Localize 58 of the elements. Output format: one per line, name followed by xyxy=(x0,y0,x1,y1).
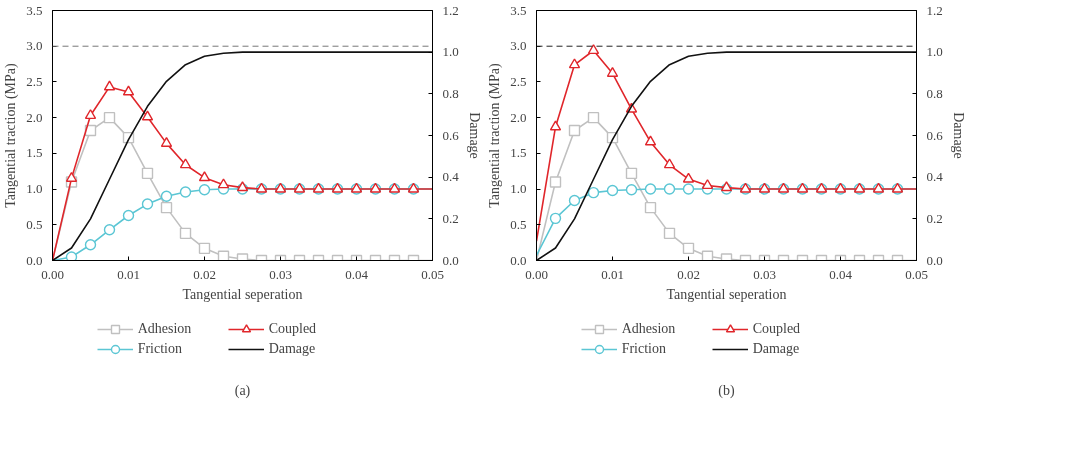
x-tick-label: 0.03 xyxy=(269,266,292,282)
legend-label: Damage xyxy=(752,341,801,357)
x-tick-label: 0.05 xyxy=(905,266,928,282)
legend-label: Friction xyxy=(137,341,183,357)
y-tick-label: 0.0 xyxy=(510,252,527,268)
y-tick-label: 2.5 xyxy=(510,73,527,89)
y2-tick-label: 0.8 xyxy=(442,85,459,101)
legend-label: Adhesion xyxy=(621,321,677,337)
y-tick-label: 3.5 xyxy=(26,2,43,18)
y-tick-label: 1.0 xyxy=(510,181,527,197)
y2-tick-label: 0.0 xyxy=(926,252,943,268)
x-tick-label: 0.03 xyxy=(753,266,776,282)
legend-label: Adhesion xyxy=(137,321,193,337)
y2-tick-label: 1.0 xyxy=(442,44,459,60)
legend-label: Coupled xyxy=(268,321,318,337)
y-tick-label: 2.0 xyxy=(510,109,527,125)
x-tick-label: 0.02 xyxy=(677,266,700,282)
legend-label: Damage xyxy=(268,341,317,357)
x-tick-label: 0.00 xyxy=(41,266,64,282)
x-tick-label: 0.00 xyxy=(525,266,548,282)
y-tick-label: 1.5 xyxy=(26,145,43,161)
y2-tick-label: 0.6 xyxy=(442,127,460,143)
x-axis-title: Tangential seperation xyxy=(182,286,303,302)
legend-label: Coupled xyxy=(752,321,802,337)
y-axis-title: Tangential traction (MPa) xyxy=(3,62,20,208)
y-tick-label: 0.5 xyxy=(26,216,43,232)
y2-tick-label: 1.2 xyxy=(926,2,943,18)
y-tick-label: 3.5 xyxy=(510,2,527,18)
y-tick-label: 1.5 xyxy=(510,145,527,161)
y-tick-label: 0.0 xyxy=(26,252,43,268)
x-tick-label: 0.02 xyxy=(193,266,216,282)
y2-tick-label: 0.2 xyxy=(926,210,943,226)
y2-tick-label: 1.2 xyxy=(442,2,459,18)
y2-axis-title: Damage xyxy=(950,112,966,159)
y2-tick-label: 0.8 xyxy=(926,85,943,101)
y-tick-label: 1.0 xyxy=(26,181,43,197)
y2-tick-label: 0.2 xyxy=(442,210,459,226)
y2-axis-title: Damage xyxy=(466,112,482,159)
x-axis-title: Tangential seperation xyxy=(666,286,787,302)
x-tick-label: 0.04 xyxy=(345,266,369,282)
x-tick-label: 0.05 xyxy=(421,266,444,282)
text: (b) xyxy=(718,382,735,399)
y-tick-label: 2.0 xyxy=(26,109,43,125)
y2-tick-label: 0.4 xyxy=(442,169,460,185)
x-tick-label: 0.04 xyxy=(829,266,853,282)
y-tick-label: 3.0 xyxy=(26,38,43,54)
y2-tick-label: 0.6 xyxy=(926,127,944,143)
legend-label: Friction xyxy=(621,341,667,357)
y-tick-label: 2.5 xyxy=(26,73,43,89)
y-tick-label: 0.5 xyxy=(510,216,527,232)
y-tick-label: 3.0 xyxy=(510,38,527,54)
x-tick-label: 0.01 xyxy=(601,266,624,282)
y2-tick-label: 0.4 xyxy=(926,169,944,185)
text: (a) xyxy=(234,382,251,399)
y2-tick-label: 1.0 xyxy=(926,44,943,60)
y-axis-title: Tangential traction (MPa) xyxy=(487,62,504,208)
x-tick-label: 0.01 xyxy=(117,266,140,282)
y2-tick-label: 0.0 xyxy=(442,252,459,268)
